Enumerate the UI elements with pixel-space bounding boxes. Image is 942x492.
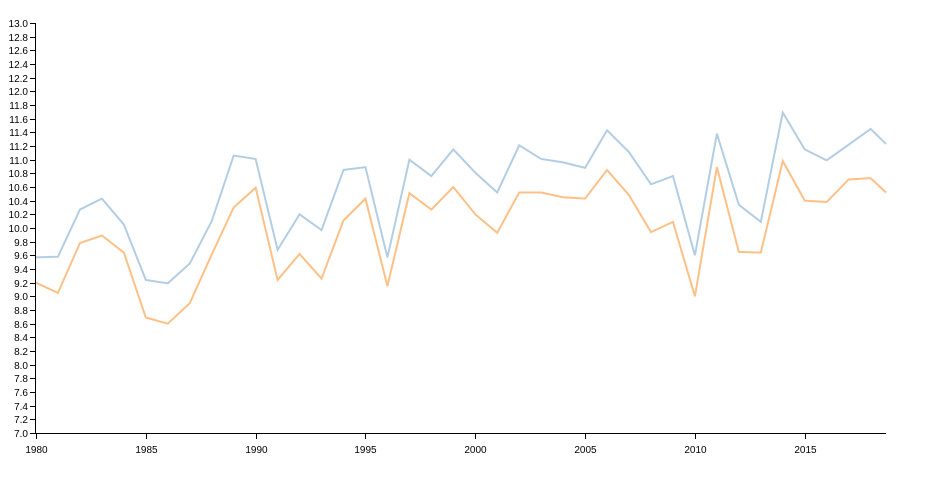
x-tick-label: 2000	[464, 445, 487, 456]
y-tick-label: 10.6	[9, 183, 29, 194]
y-tick-label: 7.8	[14, 374, 28, 385]
y-tick-label: 8.4	[14, 333, 28, 344]
x-tick-label: 2015	[794, 445, 817, 456]
x-tick-label: 1985	[135, 445, 158, 456]
y-tick-label: 9.2	[14, 279, 28, 290]
x-tick-label: 1980	[25, 445, 48, 456]
y-tick-label: 12.6	[9, 46, 29, 57]
y-tick-label: 10.8	[9, 169, 29, 180]
x-tick-label: 1990	[245, 445, 268, 456]
y-tick-label: 8.0	[14, 361, 28, 372]
y-tick-label: 8.6	[14, 320, 28, 331]
x-tick-label: 1995	[354, 445, 377, 456]
y-tick-label: 13.0	[9, 19, 29, 30]
y-tick-label: 7.2	[14, 415, 28, 426]
y-tick-label: 12.8	[9, 33, 29, 44]
series-line-2	[35, 158, 887, 325]
y-axis: 7.0 7.2 7.4 7.6 7.8 8.0 8.2 8.4 8.6 8.8 9.0 9.2 9.4 9…	[9, 19, 36, 440]
y-tick-label: 12.0	[9, 87, 29, 98]
x-tick-label: 2010	[684, 445, 707, 456]
x-tick-label: 2005	[574, 445, 597, 456]
y-tick-label: 9.0	[14, 292, 28, 303]
y-tick-label: 11.4	[9, 128, 28, 139]
y-tick-label: 11.6	[9, 115, 28, 126]
y-tick-label: 7.6	[14, 388, 28, 399]
series-lines	[35, 109, 887, 325]
y-tick-label: 11.0	[9, 156, 28, 167]
y-tick-label: 10.0	[9, 224, 29, 235]
y-tick-label: 9.6	[14, 251, 28, 262]
y-tick-label: 10.2	[9, 210, 29, 221]
y-tick-label: 9.4	[14, 265, 28, 276]
y-tick-label: 7.4	[14, 402, 28, 413]
y-tick-label: 11.8	[9, 101, 28, 112]
y-tick-label: 11.2	[9, 142, 28, 153]
y-tick-label: 7.0	[14, 429, 28, 440]
y-tick-label: 8.8	[14, 306, 28, 317]
y-tick-label: 10.4	[9, 197, 29, 208]
y-tick-label: 8.2	[14, 347, 28, 358]
y-tick-label: 9.8	[14, 238, 28, 249]
y-tick-label: 12.2	[9, 74, 29, 85]
series-line-1	[35, 109, 887, 285]
x-axis: 1980 1985 1990 1995 2000 2005 2010 2015	[25, 433, 886, 456]
y-tick-label: 12.4	[9, 60, 29, 71]
